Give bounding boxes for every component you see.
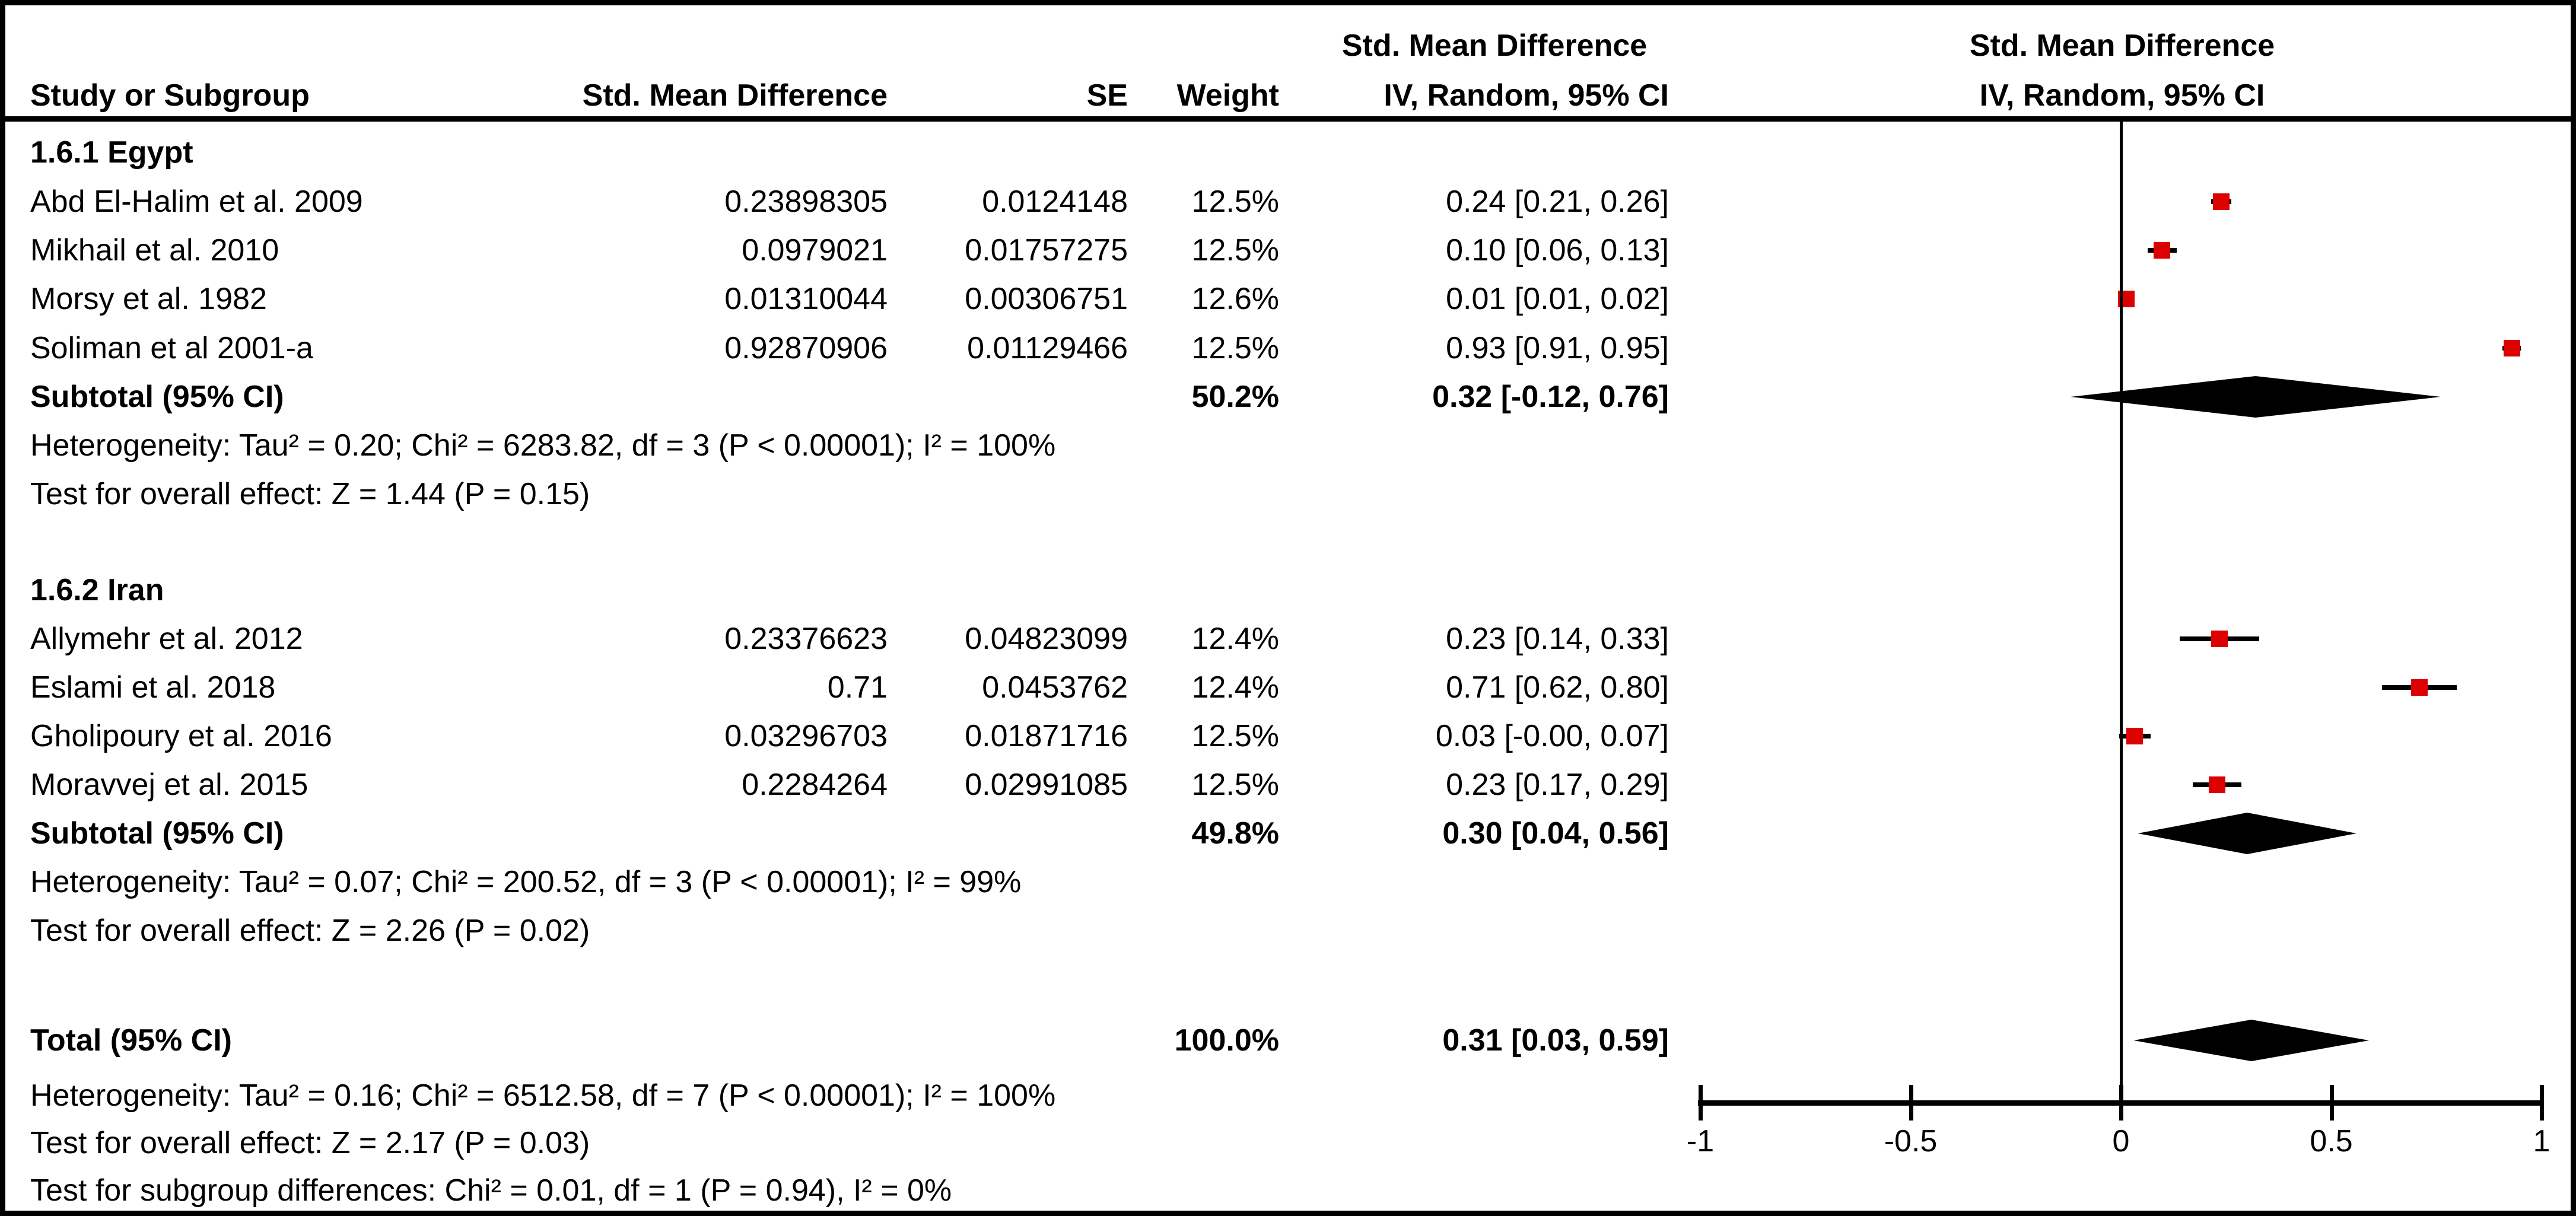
study-row-smd: 0.92870906 bbox=[724, 331, 888, 365]
header-ci-text-col: IV, Random, 95% CI bbox=[1384, 78, 1669, 113]
total-diamond bbox=[2133, 1020, 2370, 1061]
study-marker bbox=[2126, 728, 2144, 744]
axis-tick-label: -1 bbox=[1686, 1124, 1715, 1158]
subgroup-label: 1.6.2 Iran bbox=[30, 573, 164, 607]
study-row-ci: 0.10 [0.06, 0.13] bbox=[1446, 233, 1669, 268]
axis-tick-label: 0 bbox=[2112, 1124, 2130, 1158]
header-study-or-subgroup: Study or Subgroup bbox=[30, 78, 310, 113]
study-row-ci: 0.93 [0.91, 0.95] bbox=[1446, 331, 1669, 365]
study-row-smd: 0.0979021 bbox=[742, 233, 888, 268]
study-row-weight: 12.5% bbox=[1191, 768, 1279, 802]
axis-tick bbox=[1909, 1085, 1913, 1120]
axis-tick bbox=[2119, 1085, 2123, 1120]
study-row-smd: 0.23376623 bbox=[724, 622, 888, 656]
study-row-se: 0.00306751 bbox=[965, 282, 1128, 316]
study-row-label: Mikhail et al. 2010 bbox=[30, 233, 279, 268]
study-row-ci: 0.03 [-0.00, 0.07] bbox=[1435, 719, 1669, 753]
subtotal-row-ci: 0.32 [-0.12, 0.76] bbox=[1432, 380, 1669, 414]
subgroup-label: 1.6.1 Egypt bbox=[30, 135, 193, 170]
study-row-weight: 12.4% bbox=[1191, 670, 1279, 705]
subtotal-row-label: Subtotal (95% CI) bbox=[30, 816, 284, 851]
header-smd: Std. Mean Difference bbox=[582, 78, 888, 113]
study-row-label: Allymehr et al. 2012 bbox=[30, 622, 303, 656]
study-row-se: 0.01129466 bbox=[967, 331, 1128, 365]
study-row-label: Moravvej et al. 2015 bbox=[30, 768, 309, 802]
header-ci-plot-col: IV, Random, 95% CI bbox=[1979, 78, 2265, 113]
study-row-weight: 12.6% bbox=[1191, 282, 1279, 316]
study-row-smd: 0.23898305 bbox=[724, 184, 888, 219]
study-row-weight: 12.4% bbox=[1191, 622, 1279, 656]
study-row-label: Eslami et al. 2018 bbox=[30, 670, 276, 705]
total-row-ci: 0.31 [0.03, 0.59] bbox=[1442, 1023, 1669, 1058]
study-row-label: Morsy et al. 1982 bbox=[30, 282, 267, 316]
subtotal-row-weight: 50.2% bbox=[1191, 380, 1279, 414]
zero-line bbox=[2120, 122, 2123, 1106]
header-separator-line bbox=[5, 116, 2571, 122]
axis-tick bbox=[2540, 1085, 2544, 1120]
study-row-smd: 0.71 bbox=[827, 670, 888, 705]
study-row-label: Gholipoury et al. 2016 bbox=[30, 719, 332, 753]
study-row-se: 0.0453762 bbox=[982, 670, 1128, 705]
study-row-smd: 0.01310044 bbox=[724, 282, 888, 316]
subtotal-diamond bbox=[2138, 813, 2357, 854]
subtotal-diamond bbox=[2070, 376, 2441, 418]
axis-tick-label: -0.5 bbox=[1884, 1124, 1938, 1158]
header-se: SE bbox=[1086, 78, 1128, 113]
study-marker bbox=[2411, 679, 2428, 696]
subgroup-differences-text: Test for subgroup differences: Chi² = 0.… bbox=[30, 1173, 952, 1208]
study-row-se: 0.0124148 bbox=[982, 184, 1128, 219]
study-row-label: Soliman et al 2001-a bbox=[30, 331, 313, 365]
header-effect-measure-plot-col: Std. Mean Difference bbox=[1969, 28, 2275, 63]
heterogeneity-text: Heterogeneity: Tau² = 0.16; Chi² = 6512.… bbox=[30, 1078, 1056, 1113]
study-row-weight: 12.5% bbox=[1191, 331, 1279, 365]
study-marker bbox=[2213, 193, 2230, 210]
header-effect-measure-text-col: Std. Mean Difference bbox=[1341, 28, 1648, 63]
study-row-ci: 0.24 [0.21, 0.26] bbox=[1446, 184, 1669, 219]
study-row-label: Abd El-Halim et al. 2009 bbox=[30, 184, 363, 219]
study-row-smd: 0.03296703 bbox=[724, 719, 888, 753]
study-marker bbox=[2503, 340, 2520, 356]
study-row-se: 0.04823099 bbox=[965, 622, 1128, 656]
study-row-se: 0.01757275 bbox=[965, 233, 1128, 268]
study-row-smd: 0.2284264 bbox=[742, 768, 888, 802]
subtotal-row-label: Subtotal (95% CI) bbox=[30, 380, 284, 414]
study-row-se: 0.01871716 bbox=[965, 719, 1128, 753]
study-row-se: 0.02991085 bbox=[965, 768, 1128, 802]
axis-tick-label: 1 bbox=[2533, 1124, 2550, 1158]
study-row-ci: 0.23 [0.14, 0.33] bbox=[1446, 622, 1669, 656]
study-row-ci: 0.01 [0.01, 0.02] bbox=[1446, 282, 1669, 316]
heterogeneity-text: Heterogeneity: Tau² = 0.20; Chi² = 6283.… bbox=[30, 428, 1056, 463]
total-row-weight: 100.0% bbox=[1174, 1023, 1279, 1058]
overall-effect-text: Test for overall effect: Z = 2.26 (P = 0… bbox=[30, 913, 590, 948]
subtotal-row-ci: 0.30 [0.04, 0.56] bbox=[1442, 816, 1669, 851]
axis-tick-label: 0.5 bbox=[2310, 1124, 2353, 1158]
heterogeneity-text: Heterogeneity: Tau² = 0.07; Chi² = 200.5… bbox=[30, 865, 1022, 899]
overall-effect-text: Test for overall effect: Z = 1.44 (P = 0… bbox=[30, 477, 590, 511]
study-row-weight: 12.5% bbox=[1191, 233, 1279, 268]
study-row-ci: 0.23 [0.17, 0.29] bbox=[1446, 768, 1669, 802]
study-row-ci: 0.71 [0.62, 0.80] bbox=[1446, 670, 1669, 705]
subtotal-row-weight: 49.8% bbox=[1191, 816, 1279, 851]
study-marker bbox=[2208, 776, 2225, 793]
study-marker bbox=[2154, 242, 2171, 259]
study-row-weight: 12.5% bbox=[1191, 184, 1279, 219]
axis-tick bbox=[2329, 1085, 2334, 1120]
total-row-label: Total (95% CI) bbox=[30, 1023, 232, 1058]
study-row-weight: 12.5% bbox=[1191, 719, 1279, 753]
study-marker bbox=[2211, 631, 2228, 647]
axis-tick bbox=[1699, 1085, 1703, 1120]
header-weight: Weight bbox=[1176, 78, 1279, 113]
overall-effect-text: Test for overall effect: Z = 2.17 (P = 0… bbox=[30, 1126, 590, 1160]
